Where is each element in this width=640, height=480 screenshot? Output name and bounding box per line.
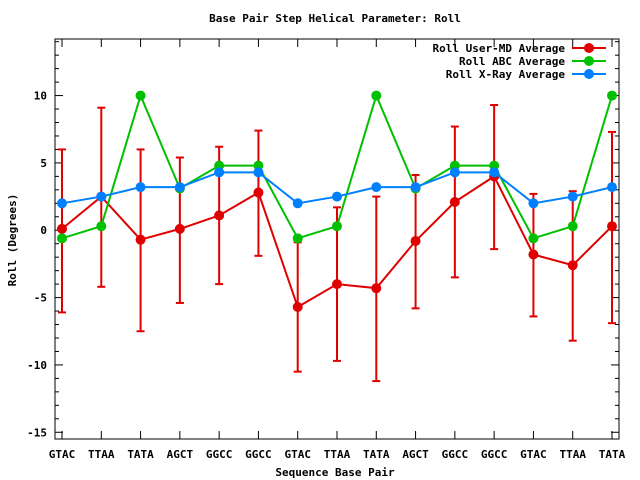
legend-marker (584, 56, 594, 66)
data-point (567, 260, 578, 271)
y-tick-label: 5 (40, 157, 47, 170)
legend-label: Roll User-MD Average (433, 42, 566, 55)
y-tick-label: -10 (27, 359, 47, 372)
data-point (371, 90, 382, 101)
legend-label: Roll X-Ray Average (446, 68, 566, 81)
series-lines (57, 90, 617, 313)
x-tick-label: GTAC (284, 448, 311, 461)
data-point (567, 221, 578, 232)
x-tick-label: TTAA (559, 448, 586, 461)
data-point (292, 198, 303, 209)
data-point (96, 221, 107, 232)
data-point (528, 198, 539, 209)
x-tick-label: AGCT (402, 448, 429, 461)
data-point (607, 221, 617, 232)
x-tick-label: GTAC (520, 448, 547, 461)
y-tick-label: -15 (27, 426, 47, 439)
legend-marker (584, 43, 594, 53)
data-point (489, 167, 500, 178)
x-tick-label: GGCC (206, 448, 233, 461)
legend-label: Roll ABC Average (459, 55, 565, 68)
y-tick-label: 0 (40, 224, 47, 237)
data-point (57, 198, 67, 209)
x-tick-label: TATA (127, 448, 154, 461)
data-point (332, 191, 342, 202)
data-point (57, 233, 67, 244)
data-point (214, 167, 225, 178)
data-point (607, 182, 617, 193)
x-tick-label: TATA (599, 448, 626, 461)
data-point (96, 191, 107, 202)
data-point (292, 302, 303, 313)
data-point (607, 90, 617, 101)
x-tick-label: GGCC (245, 448, 272, 461)
data-point (174, 223, 185, 234)
data-point (528, 233, 539, 244)
data-point (332, 279, 342, 290)
x-tick-label: AGCT (167, 448, 194, 461)
y-tick-label: -5 (34, 292, 47, 305)
data-point (253, 167, 264, 178)
data-point (371, 283, 382, 294)
data-point (371, 182, 382, 193)
data-point (567, 191, 578, 202)
data-point (528, 249, 539, 260)
data-point (57, 223, 67, 234)
x-tick-label: GGCC (442, 448, 469, 461)
chart-title: Base Pair Step Helical Parameter: Roll (209, 12, 461, 25)
data-point (449, 196, 460, 207)
data-point (135, 234, 146, 245)
x-tick-label: TTAA (324, 448, 351, 461)
data-point (253, 187, 264, 198)
data-point (410, 236, 421, 247)
x-tick-label: GGCC (481, 448, 508, 461)
data-point (135, 90, 146, 101)
y-axis-label: Roll (Degrees) (6, 194, 19, 287)
data-point (292, 233, 303, 244)
x-tick-label: GTAC (49, 448, 76, 461)
y-axis: -15 -10 -5 0 5 10 (27, 41, 619, 439)
legend-marker (584, 69, 594, 79)
data-point (332, 221, 342, 232)
x-tick-label: TATA (363, 448, 390, 461)
data-point (135, 182, 146, 193)
x-axis: GTAC TTAA TATA AGCT GGCC GGCC GTAC TTAA TATA AGCT… (49, 39, 626, 461)
data-point (214, 210, 225, 221)
data-point (449, 167, 460, 178)
data-point (410, 182, 421, 193)
x-tick-label: TTAA (88, 448, 115, 461)
x-axis-label: Sequence Base Pair (275, 466, 395, 479)
y-tick-label: 10 (34, 90, 47, 103)
data-point (174, 182, 185, 193)
